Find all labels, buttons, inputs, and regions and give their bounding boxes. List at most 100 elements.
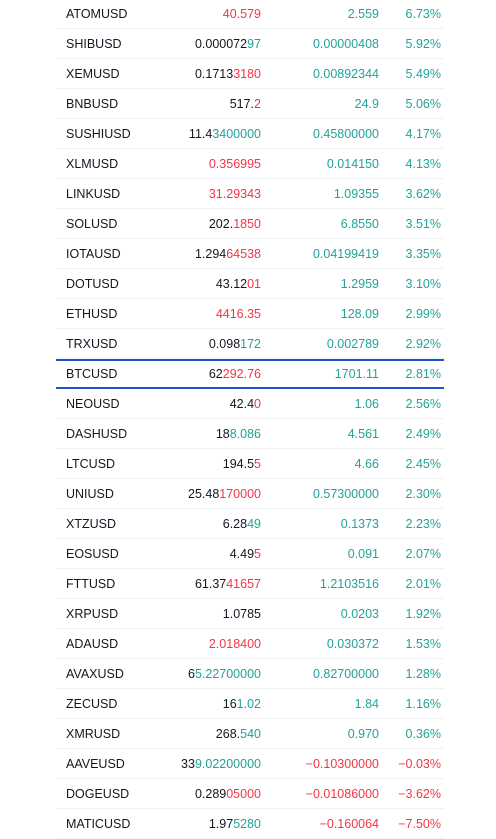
symbol-label: XRPUSD <box>66 606 119 621</box>
last-price: 18 8.086 <box>216 419 261 448</box>
symbol-label: DASHUSD <box>66 426 128 441</box>
change-percent: 1.16% <box>405 696 441 711</box>
last-price: 31.29343 <box>209 179 261 208</box>
change-percent: 3.10% <box>405 276 441 291</box>
watchlist-row-xmrusd[interactable]: XMRUSD 268. 540 0.970 0.36% <box>56 719 444 749</box>
symbol-label: AAVEUSD <box>66 756 125 771</box>
last-price-tick: 540 <box>240 726 261 741</box>
change-value: 2.559 <box>347 6 379 21</box>
last-price-base: 16 <box>222 696 237 711</box>
last-price-base: 43.12 <box>215 276 248 291</box>
watchlist-row-adausd[interactable]: ADAUSD 2.018400 0.030372 1.53% <box>56 629 444 659</box>
watchlist-row-shibusd[interactable]: SHIBUSD 0.000072 97 0.00000408 5.92% <box>56 29 444 59</box>
last-price-base: 0.1713 <box>194 66 234 81</box>
last-price-base: 25.48 <box>188 486 220 501</box>
last-price: 1.0785 <box>223 599 261 628</box>
change-value: 0.014150 <box>326 156 379 171</box>
last-price: 11.4 3400000 <box>189 119 261 148</box>
symbol-label: ATOMUSD <box>66 6 128 21</box>
last-price: 194.5 5 <box>223 449 261 478</box>
last-price: 0.1713 3180 <box>195 59 261 88</box>
watchlist-row-dotusd[interactable]: DOTUSD 43.12 01 1.2959 3.10% <box>56 269 444 299</box>
last-price-tick: 172 <box>240 336 261 351</box>
last-price-base: 18 <box>215 426 230 441</box>
watchlist-row-xrpusd[interactable]: XRPUSD 1.0785 0.0203 1.92% <box>56 599 444 629</box>
watchlist-row-dashusd[interactable]: DASHUSD 18 8.086 4.561 2.49% <box>56 419 444 449</box>
last-price-base: 11.4 <box>188 126 213 141</box>
last-price-tick: 01 <box>247 276 261 291</box>
change-percent: 3.51% <box>405 216 441 231</box>
last-price: 2.018400 <box>209 629 261 658</box>
watchlist-row-trxusd[interactable]: TRXUSD 0.098 172 0.002789 2.92% <box>56 329 444 359</box>
watchlist-row-ethusd[interactable]: ETHUSD 4416.35 128.09 2.99% <box>56 299 444 329</box>
change-value: 0.00892344 <box>312 66 379 81</box>
change-value: 0.57300000 <box>312 486 379 501</box>
change-percent: 2.45% <box>405 456 441 471</box>
change-percent: 2.92% <box>405 336 441 351</box>
watchlist-row-maticusd[interactable]: MATICUSD 1.97 5280 −0.160064 −7.50% <box>56 809 444 839</box>
watchlist-row-ltcusd[interactable]: LTCUSD 194.5 5 4.66 2.45% <box>56 449 444 479</box>
change-percent: −3.62% <box>398 786 441 801</box>
watchlist-row-btcusd[interactable]: BTCUSD 62 292.76 1701.11 2.81% <box>56 359 444 389</box>
last-price-base: 62 <box>208 367 223 381</box>
last-price: 61.37 41657 <box>195 569 261 598</box>
watchlist-row-solusd[interactable]: SOLUSD 202. 1850 6.8550 3.51% <box>56 209 444 239</box>
watchlist-row-atomusd[interactable]: ATOMUSD 40.579 2.559 6.73% <box>56 0 444 29</box>
symbol-label: XLMUSD <box>66 156 119 171</box>
change-value: 6.8550 <box>340 216 379 231</box>
last-price: 268. 540 <box>216 719 261 748</box>
last-price: 4.49 5 <box>230 539 261 568</box>
watchlist-row-aaveusd[interactable]: AAVEUSD 33 9.02200000 −0.10300000 −0.03% <box>56 749 444 779</box>
last-price-tick: 3400000 <box>212 126 261 141</box>
last-price-tick: 1850 <box>233 216 261 231</box>
watchlist-row-sushiusd[interactable]: SUSHIUSD 11.4 3400000 0.45800000 4.17% <box>56 119 444 149</box>
watchlist-row-xemusd[interactable]: XEMUSD 0.1713 3180 0.00892344 5.49% <box>56 59 444 89</box>
change-percent: 6.73% <box>405 6 441 21</box>
last-price-tick: 40.579 <box>222 6 261 21</box>
watchlist-row-xlmusd[interactable]: XLMUSD 0.356995 0.014150 4.13% <box>56 149 444 179</box>
change-percent: 1.92% <box>405 606 441 621</box>
last-price-base: 194.5 <box>222 456 255 471</box>
change-value: 0.45800000 <box>312 126 379 141</box>
change-percent: 5.06% <box>405 96 441 111</box>
watchlist-row-fttusd[interactable]: FTTUSD 61.37 41657 1.2103516 2.01% <box>56 569 444 599</box>
last-price-tick: 170000 <box>219 486 261 501</box>
change-value: 0.970 <box>347 726 379 741</box>
last-price: 33 9.02200000 <box>181 749 261 778</box>
watchlist-row-eosusd[interactable]: EOSUSD 4.49 5 0.091 2.07% <box>56 539 444 569</box>
symbol-label: ZECUSD <box>66 696 118 711</box>
last-price: 4416.35 <box>216 299 261 328</box>
watchlist-row-dogeusd[interactable]: DOGEUSD 0.289 05000 −0.01086000 −3.62% <box>56 779 444 809</box>
last-price-tick: 3180 <box>233 66 261 81</box>
last-price-base: 202. <box>208 216 234 231</box>
last-price-tick: 2.018400 <box>208 636 261 651</box>
last-price-tick: 9.02200000 <box>194 756 261 771</box>
watchlist-row-iotausd[interactable]: IOTAUSD 1.294 64538 0.04199419 3.35% <box>56 239 444 269</box>
last-price-base: 33 <box>181 756 195 771</box>
watchlist-row-bnbusd[interactable]: BNBUSD 517. 2 24.9 5.06% <box>56 89 444 119</box>
symbol-label: EOSUSD <box>66 546 119 561</box>
last-price-tick: 5 <box>254 456 261 471</box>
watchlist-row-zecusd[interactable]: ZECUSD 16 1.02 1.84 1.16% <box>56 689 444 719</box>
change-value: 24.9 <box>354 96 379 111</box>
watchlist-row-xtzusd[interactable]: XTZUSD 6.28 49 0.1373 2.23% <box>56 509 444 539</box>
last-price: 0.356995 <box>209 149 261 178</box>
last-price-base: 268. <box>215 726 241 741</box>
watchlist-row-linkusd[interactable]: LINKUSD 31.29343 1.09355 3.62% <box>56 179 444 209</box>
last-price-tick: 2 <box>254 96 261 111</box>
watchlist-row-neousd[interactable]: NEOUSD 42.4 0 1.06 2.56% <box>56 389 444 419</box>
change-value: 1.06 <box>354 396 379 411</box>
last-price: 517. 2 <box>230 89 261 118</box>
watchlist-row-avaxusd[interactable]: AVAXUSD 6 5.22700000 0.82700000 1.28% <box>56 659 444 689</box>
last-price: 62 292.76 <box>209 361 261 387</box>
symbol-label: IOTAUSD <box>66 246 121 261</box>
change-value: −0.01086000 <box>305 786 379 801</box>
last-price-base: 0.000072 <box>194 36 248 51</box>
change-value: 0.002789 <box>326 336 379 351</box>
last-price: 42.4 0 <box>230 389 261 418</box>
last-price: 0.289 05000 <box>195 779 261 808</box>
symbol-label: BTCUSD <box>66 367 118 381</box>
watchlist-row-uniusd[interactable]: UNIUSD 25.48 170000 0.57300000 2.30% <box>56 479 444 509</box>
symbol-label: AVAXUSD <box>66 666 124 681</box>
